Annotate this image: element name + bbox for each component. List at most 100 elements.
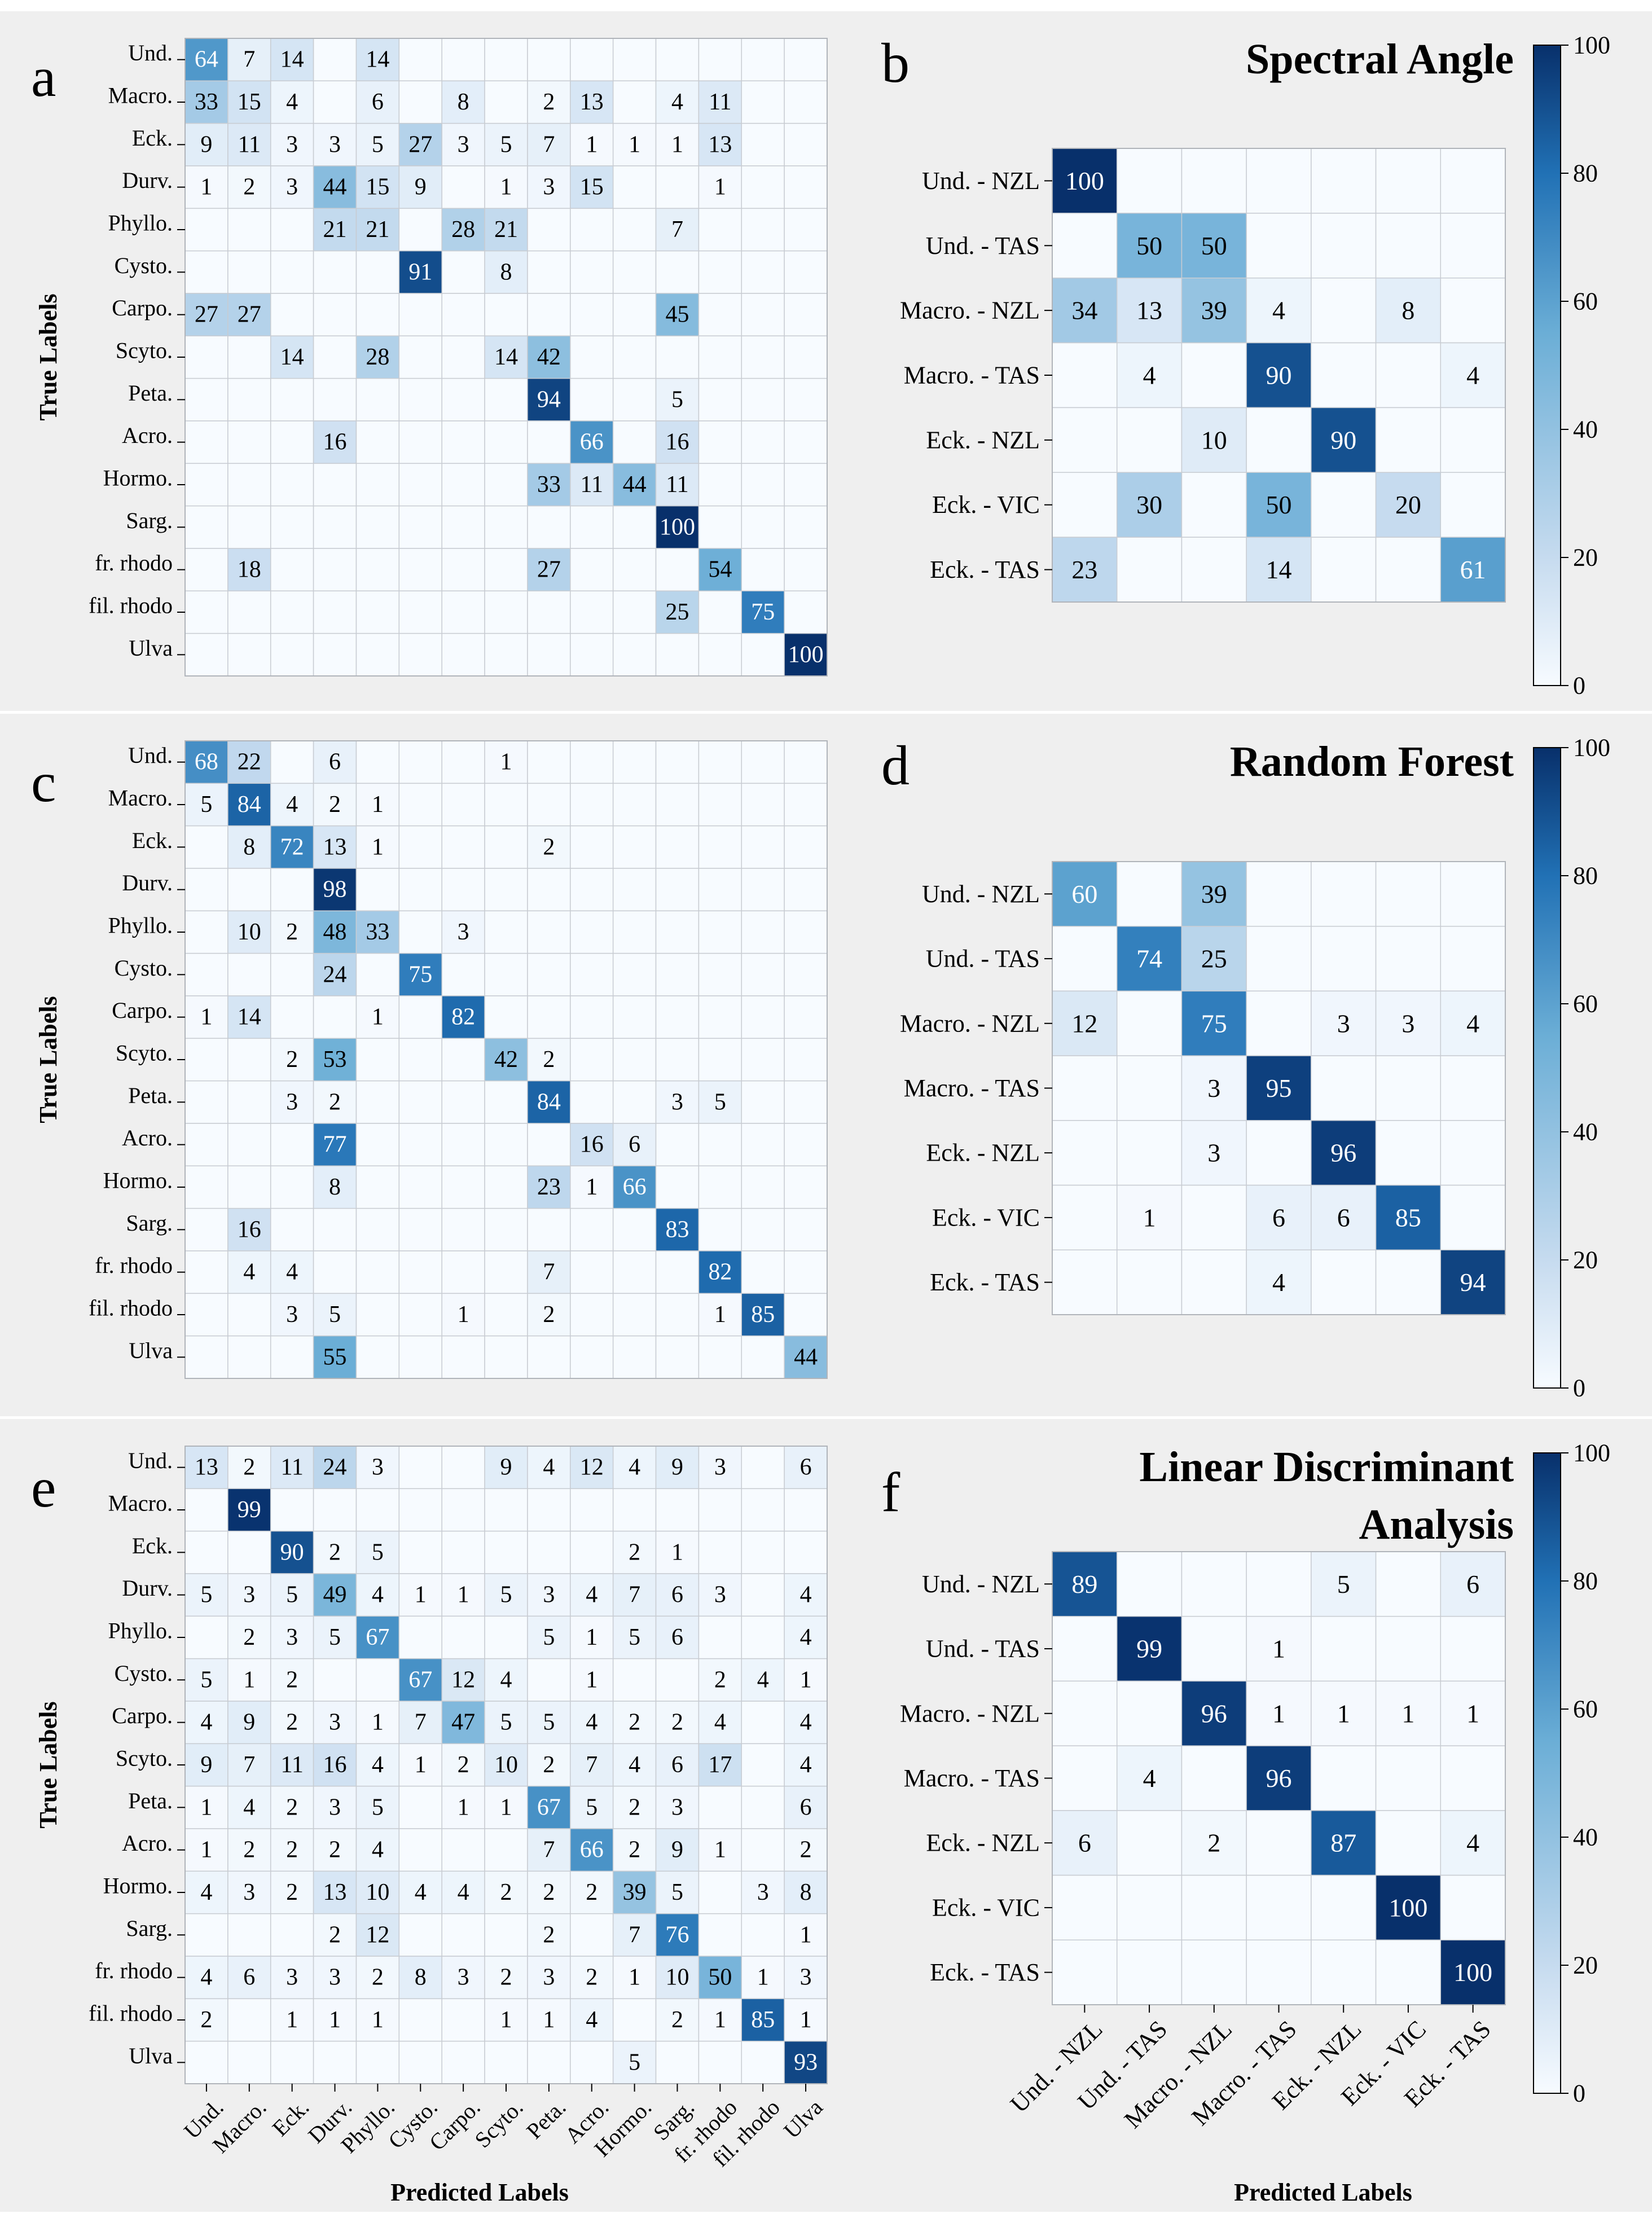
cell-c-r11-c13 bbox=[741, 1207, 785, 1251]
cell-c-r3-c1 bbox=[227, 868, 271, 912]
cell-a-r7-c0 bbox=[184, 335, 229, 379]
cell-a-r7-c3 bbox=[313, 335, 357, 379]
cell-c-r4-c2 bbox=[270, 910, 314, 954]
cell-value-c-r12-c2: 4 bbox=[286, 1259, 298, 1285]
colorbar-tick-label-d-3: 60 bbox=[1573, 990, 1598, 1018]
cell-value-c-r11-c1: 16 bbox=[238, 1216, 261, 1242]
cell-c-r7-c12 bbox=[698, 1038, 742, 1082]
cell-value-a-r7-c2: 14 bbox=[280, 344, 304, 370]
cell-e-r2-c7 bbox=[484, 1530, 528, 1574]
cell-a-r13-c6 bbox=[441, 590, 485, 634]
cell-c-r11-c4 bbox=[355, 1207, 400, 1251]
cell-f-r4-c4 bbox=[1311, 1810, 1377, 1876]
cell-a-r8-c13 bbox=[741, 377, 785, 421]
cell-c-r2-c7 bbox=[484, 825, 528, 869]
cell-a-r2-c10 bbox=[612, 122, 657, 166]
cell-b-r5-c4 bbox=[1311, 472, 1377, 538]
cell-e-r8-c1 bbox=[227, 1785, 271, 1829]
cell-b-r1-c6 bbox=[1440, 213, 1506, 279]
cell-c-r5-c0 bbox=[184, 952, 229, 996]
cell-c-r6-c11 bbox=[655, 995, 700, 1039]
cell-value-e-r0-c4: 3 bbox=[372, 1455, 384, 1481]
y-tick-label-c-12: fr. rhodo bbox=[95, 1253, 173, 1278]
y-tick-label-c-5: Cysto. bbox=[115, 955, 173, 981]
cell-e-r4-c4 bbox=[355, 1615, 400, 1659]
cell-a-r1-c3 bbox=[313, 80, 357, 124]
cell-value-c-r4-c3: 48 bbox=[323, 919, 347, 945]
cell-e-r14-c3 bbox=[313, 2040, 357, 2084]
cell-value-e-r12-c9: 2 bbox=[586, 1965, 597, 1991]
cell-value-e-r13-c3: 1 bbox=[329, 2007, 341, 2033]
y-tick-label-a-10: Hormo. bbox=[103, 465, 173, 491]
cell-value-e-r9-c10: 2 bbox=[629, 1837, 640, 1863]
cell-value-a-r8-c8: 94 bbox=[537, 386, 561, 412]
cell-a-r11-c2 bbox=[270, 505, 314, 549]
cell-c-r0-c8 bbox=[527, 740, 571, 784]
cell-e-r14-c7 bbox=[484, 2040, 528, 2084]
cell-c-r2-c12 bbox=[698, 825, 742, 869]
cell-e-r9-c14 bbox=[784, 1828, 828, 1872]
cell-value-e-r13-c4: 1 bbox=[372, 2007, 384, 2033]
cell-a-r13-c12 bbox=[698, 590, 742, 634]
cell-a-r12-c13 bbox=[741, 548, 785, 592]
y-tick-label-a-1: Macro. bbox=[108, 83, 173, 108]
cell-a-r7-c13 bbox=[741, 335, 785, 379]
x-tick-label-e-8: Peta. bbox=[521, 2094, 571, 2144]
cell-a-r14-c6 bbox=[441, 633, 485, 677]
cell-f-r4-c6 bbox=[1440, 1810, 1506, 1876]
cell-b-r0-c6 bbox=[1440, 148, 1506, 214]
cell-e-r0-c7 bbox=[484, 1446, 528, 1490]
cell-value-e-r10-c3: 13 bbox=[323, 1879, 347, 1905]
y-tick-label-e-2: Eck. bbox=[132, 1533, 173, 1558]
cell-c-r14-c7 bbox=[484, 1335, 528, 1379]
y-tick-label-c-0: Und. bbox=[128, 743, 173, 768]
cell-value-a-r9-c3: 16 bbox=[323, 429, 347, 455]
cell-c-r3-c9 bbox=[570, 868, 614, 912]
cell-value-e-r3-c5: 1 bbox=[415, 1582, 427, 1608]
cell-value-a-r2-c0: 9 bbox=[200, 131, 212, 157]
cell-c-r4-c1 bbox=[227, 910, 271, 954]
cell-a-r14-c9 bbox=[570, 633, 614, 677]
cell-a-r10-c7 bbox=[484, 463, 528, 507]
cell-e-r1-c1 bbox=[227, 1488, 271, 1532]
cell-d-r5-c2 bbox=[1181, 1184, 1247, 1251]
cell-b-r0-c5 bbox=[1375, 148, 1442, 214]
cell-a-r5-c12 bbox=[698, 250, 742, 294]
cell-a-r6-c11 bbox=[655, 293, 700, 337]
colorbar-tick-label-d-4: 80 bbox=[1573, 862, 1598, 890]
cell-value-e-r11-c4: 12 bbox=[366, 1922, 389, 1948]
cell-value-a-r7-c4: 28 bbox=[366, 344, 389, 370]
cell-c-r10-c0 bbox=[184, 1165, 229, 1209]
cell-value-c-r12-c12: 82 bbox=[708, 1259, 732, 1285]
colorbar-tick-label-b-3: 60 bbox=[1573, 288, 1598, 315]
cell-e-r4-c6 bbox=[441, 1615, 485, 1659]
cell-d-r5-c0 bbox=[1052, 1184, 1118, 1251]
cell-value-e-r3-c9: 4 bbox=[586, 1582, 597, 1608]
cell-value-e-r7-c9: 7 bbox=[586, 1752, 597, 1778]
cell-a-r3-c6 bbox=[441, 165, 485, 209]
cell-e-r4-c1 bbox=[227, 1615, 271, 1659]
cell-c-r12-c8 bbox=[527, 1250, 571, 1294]
cell-a-r9-c3 bbox=[313, 420, 357, 464]
cell-a-r1-c5 bbox=[398, 80, 442, 124]
cell-a-r14-c12 bbox=[698, 633, 742, 677]
cell-e-r9-c6 bbox=[441, 1828, 485, 1872]
cell-c-r7-c5 bbox=[398, 1038, 442, 1082]
cell-e-r7-c11 bbox=[655, 1743, 700, 1787]
cell-value-d-r1-c2: 25 bbox=[1201, 945, 1227, 973]
cell-e-r7-c0 bbox=[184, 1743, 229, 1787]
colorbar-tick-label-f-5: 100 bbox=[1573, 1439, 1610, 1467]
cell-e-r12-c0 bbox=[184, 1956, 229, 2000]
cell-a-r11-c3 bbox=[313, 505, 357, 549]
cell-value-a-r12-c1: 18 bbox=[238, 557, 261, 583]
cell-value-a-r2-c11: 1 bbox=[671, 131, 683, 157]
cell-value-e-r6-c10: 2 bbox=[629, 1710, 640, 1736]
cell-c-r5-c13 bbox=[741, 952, 785, 996]
panel-letter-f: f bbox=[881, 1461, 900, 1523]
cell-a-r13-c7 bbox=[484, 590, 528, 634]
cell-value-a-r4-c3: 21 bbox=[323, 217, 347, 243]
cell-e-r6-c12 bbox=[698, 1701, 742, 1745]
cell-c-r2-c14 bbox=[784, 825, 828, 869]
cell-c-r13-c6 bbox=[441, 1293, 485, 1337]
